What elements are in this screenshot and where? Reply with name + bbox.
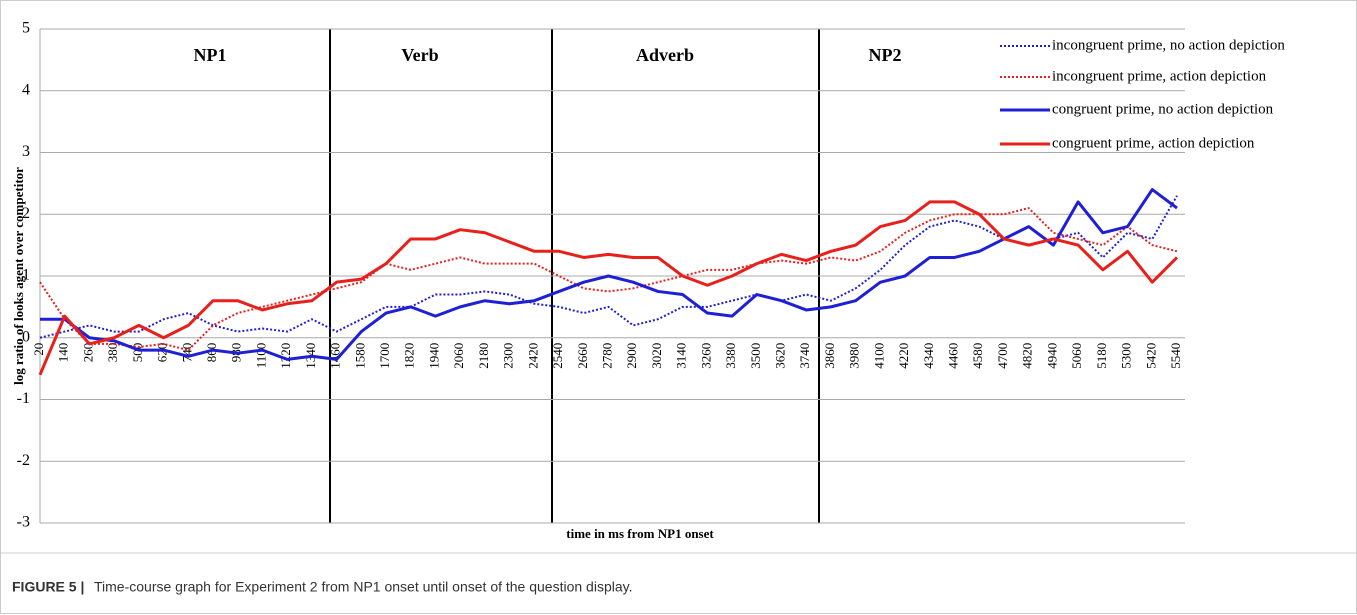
x-tick-label: 4820 <box>1020 343 1035 369</box>
x-tick-label: 3260 <box>698 343 713 369</box>
x-tick-label: 260 <box>80 343 95 363</box>
x-tick-label: 4340 <box>921 343 936 369</box>
x-tick-label: 5300 <box>1119 343 1134 369</box>
x-tick-label: 1700 <box>377 343 392 369</box>
series-line <box>40 188 1178 361</box>
x-tick-label: 5420 <box>1143 343 1158 369</box>
legend-label: incongruent prime, action depiction <box>1052 68 1267 84</box>
caption-label: FIGURE 5 | <box>12 579 84 595</box>
y-tick-label: 5 <box>22 20 30 37</box>
region-label: NP1 <box>194 45 227 65</box>
y-tick-label: -3 <box>17 514 30 531</box>
x-tick-label: 3020 <box>649 343 664 369</box>
x-tick-label: 4460 <box>946 343 961 369</box>
caption-text: Time-course graph for Experiment 2 from … <box>94 579 633 595</box>
y-axis-title: log ratio of looks agent over competitor <box>11 167 26 385</box>
x-tick-label: 3980 <box>847 343 862 369</box>
x-tick-label: 3860 <box>822 343 837 369</box>
legend-label: congruent prime, action depiction <box>1052 135 1255 151</box>
region-label: Adverb <box>636 45 694 65</box>
y-tick-label: 1 <box>22 267 30 284</box>
x-tick-label: 2180 <box>476 343 491 369</box>
x-tick-label: 3620 <box>773 343 788 369</box>
x-tick-label: 1100 <box>253 343 268 369</box>
x-tick-label: 620 <box>155 343 170 363</box>
y-tick-label: -2 <box>17 452 30 469</box>
x-tick-label: 1220 <box>278 343 293 369</box>
legend-label: congruent prime, no action depiction <box>1052 101 1274 117</box>
x-tick-label: 3140 <box>674 343 689 369</box>
y-tick-label: 4 <box>22 81 30 98</box>
region-label: NP2 <box>869 45 902 65</box>
x-tick-label: 5540 <box>1168 343 1183 369</box>
series-line <box>39 195 1178 339</box>
x-tick-label: 5180 <box>1094 343 1109 369</box>
x-tick-label: 3500 <box>748 343 763 369</box>
x-tick-label: 4700 <box>995 343 1010 369</box>
x-tick-label: 3740 <box>797 343 812 369</box>
series-line <box>39 207 1178 352</box>
x-tick-label: 2060 <box>451 343 466 369</box>
x-tick-label: 2300 <box>501 343 516 369</box>
x-tick-label: 860 <box>204 343 219 363</box>
region-label: Verb <box>401 45 438 65</box>
x-tick-label: 740 <box>179 343 194 363</box>
y-tick-label: 2 <box>22 205 30 222</box>
x-tick-label: 4580 <box>970 343 985 369</box>
x-tick-label: 2900 <box>624 343 639 369</box>
x-tick-label: 1940 <box>426 343 441 369</box>
x-axis-title: time in ms from NP1 onset <box>566 526 714 541</box>
x-tick-label: 1460 <box>328 343 343 369</box>
series-line <box>38 200 1179 376</box>
y-tick-label: 0 <box>22 328 30 345</box>
x-tick-label: 1580 <box>352 343 367 369</box>
x-tick-label: 2660 <box>575 343 590 369</box>
y-tick-label: -1 <box>17 390 30 407</box>
x-tick-label: 4220 <box>896 343 911 369</box>
legend-label: incongruent prime, no action depiction <box>1052 37 1285 53</box>
x-tick-label: 4940 <box>1044 343 1059 369</box>
x-tick-label: 4100 <box>871 343 886 369</box>
x-tick-label: 3380 <box>723 343 738 369</box>
x-tick-label: 140 <box>56 343 71 363</box>
x-tick-label: 2420 <box>525 343 540 369</box>
x-tick-label: 2540 <box>550 343 565 369</box>
y-tick-label: 3 <box>22 143 30 160</box>
x-tick-label: 380 <box>105 343 120 363</box>
x-tick-label: 20 <box>31 343 46 356</box>
x-tick-label: 1820 <box>402 343 417 369</box>
x-tick-label: 2780 <box>599 343 614 369</box>
x-tick-label: 5060 <box>1069 343 1084 369</box>
